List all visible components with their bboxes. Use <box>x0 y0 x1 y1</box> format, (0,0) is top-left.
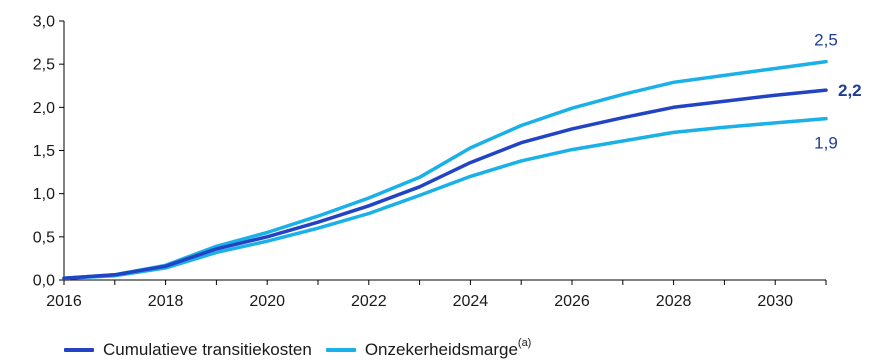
y-tick-label: 1,0 <box>33 186 55 203</box>
legend-label-cumulative: Cumulatieve transitiekosten <box>103 340 312 359</box>
y-tick-label: 1,5 <box>33 143 55 160</box>
y-tick-label: 0,0 <box>33 273 55 290</box>
legend-swatch-uncertainty <box>325 348 356 352</box>
x-tick-label: 2016 <box>46 293 82 310</box>
x-tick-label: 2024 <box>453 293 489 310</box>
x-tick-label: 2022 <box>351 293 387 310</box>
y-tick-label: 0,5 <box>33 229 55 246</box>
end-label-0: 2,2 <box>838 81 862 100</box>
y-tick-label: 2,0 <box>33 100 55 117</box>
legend: Cumulatieve transitiekosten Onzekerheids… <box>64 337 545 360</box>
line-chart: 0,0 0,5 1,0 1,5 2,0 2,5 3,0 2016 2018 2020 2022 202… <box>33 14 862 311</box>
series-line-2 <box>62 116 828 281</box>
x-tick-label: 2030 <box>757 293 793 310</box>
axes: 0,0 0,5 1,0 1,5 2,0 2,5 3,0 2016 2018 2020 2022 202… <box>33 14 827 310</box>
series-line-0 <box>62 88 828 281</box>
legend-label-uncertainty: Onzekerheidsmarge <box>364 340 518 359</box>
end-label-1: 2,5 <box>814 31 838 50</box>
x-tick-label: 2018 <box>148 293 184 310</box>
end-labels: 2,2 2,5 1,9 <box>814 31 861 153</box>
legend-item-uncertainty: Onzekerheidsmarge (a) <box>325 337 532 360</box>
x-tick-label: 2020 <box>249 293 285 310</box>
x-tick-label: 2026 <box>554 293 590 310</box>
legend-label-footnote: (a) <box>517 337 532 349</box>
series-group <box>62 59 828 281</box>
series-line-1 <box>62 59 828 281</box>
end-label-2: 1,9 <box>814 134 838 153</box>
y-tick-label: 3,0 <box>33 14 55 31</box>
legend-item-cumulative: Cumulatieve transitiekosten <box>64 340 312 360</box>
y-tick-label: 2,5 <box>33 57 55 74</box>
x-tick-label: 2028 <box>656 293 692 310</box>
legend-swatch-cumulative <box>64 348 94 352</box>
